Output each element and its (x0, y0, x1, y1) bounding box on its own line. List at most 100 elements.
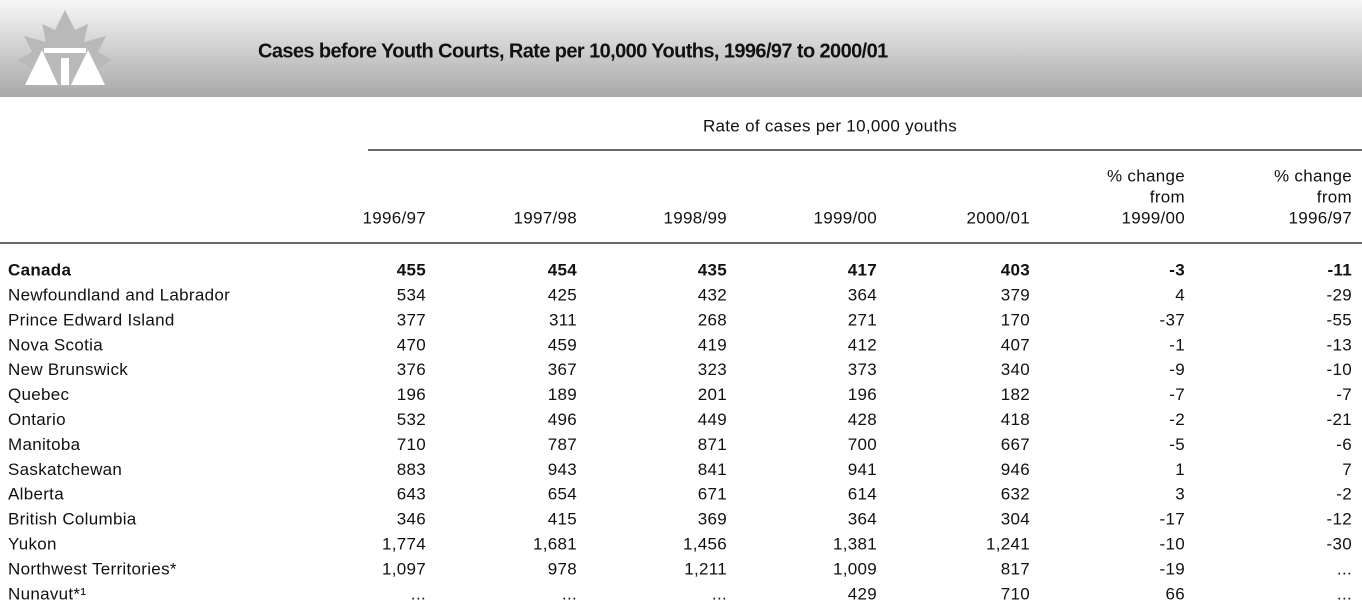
cell-value: 614 (848, 485, 877, 504)
cell-value: 419 (698, 335, 727, 354)
row-label: Quebec (8, 385, 70, 404)
cell-value: 189 (548, 385, 577, 404)
cell-value: 943 (548, 460, 577, 479)
cell-value: 369 (698, 510, 727, 529)
cell-value: 304 (1001, 510, 1030, 529)
cell-value: 435 (698, 260, 727, 279)
cell-value: 376 (397, 360, 426, 379)
cell-value: -3 (1169, 260, 1185, 279)
cell-value: 3 (1175, 485, 1185, 504)
cell-value: 429 (848, 584, 877, 603)
cell-value: 418 (1001, 410, 1030, 429)
cell-value: -21 (1327, 410, 1352, 429)
row-label: Alberta (8, 485, 64, 504)
cell-value: 1,774 (382, 534, 426, 553)
cell-value: 412 (848, 335, 877, 354)
cell-value: 182 (1001, 385, 1030, 404)
cell-value: 379 (1001, 285, 1030, 304)
cell-value: 417 (848, 260, 877, 279)
cell-value: 346 (397, 510, 426, 529)
cell-value: 700 (848, 435, 877, 454)
cell-value: 415 (548, 510, 577, 529)
cell-value: 66 (1165, 584, 1185, 603)
column-header: 1997/98 (513, 208, 577, 227)
row-label: Manitoba (8, 435, 81, 454)
cell-value: 671 (698, 485, 727, 504)
cell-value: 196 (397, 385, 426, 404)
column-header: from (1150, 187, 1185, 206)
cell-value: 1,456 (683, 534, 727, 553)
cell-value: 1 (1175, 460, 1185, 479)
cell-value: -12 (1327, 510, 1352, 529)
table: 1996/97 1997/98 1998/99 1999/00 2000/01 % cha… (8, 166, 1352, 603)
cell-value: 787 (548, 435, 577, 454)
row-label: New Brunswick (8, 360, 128, 379)
cell-value: 667 (1001, 435, 1030, 454)
column-header: 1999/00 (1121, 208, 1185, 227)
title: Cases before Youth Courts, Rate per 10,0… (258, 40, 888, 62)
cell-value: ... (562, 584, 577, 603)
cell-value: 710 (397, 435, 426, 454)
row-label: British Columbia (8, 510, 137, 529)
cell-value: 268 (698, 310, 727, 329)
cell-value: -37 (1160, 310, 1185, 329)
cell-value: -10 (1327, 360, 1352, 379)
cell-value: 455 (397, 260, 426, 279)
cell-value: 454 (548, 260, 578, 279)
cell-value: -19 (1160, 559, 1185, 578)
column-header: from (1317, 187, 1352, 206)
cell-value: 377 (397, 310, 426, 329)
cell-value: 1,211 (684, 559, 727, 578)
cell-value: 946 (1001, 460, 1030, 479)
cell-value: 4 (1175, 285, 1185, 304)
cell-value: 373 (848, 360, 877, 379)
row-label: Canada (8, 260, 71, 279)
cell-value: -2 (1169, 410, 1185, 429)
cell-value: -2 (1336, 485, 1352, 504)
cell-value: 364 (848, 510, 877, 529)
cell-value: 459 (548, 335, 577, 354)
cell-value: -10 (1160, 534, 1185, 553)
row-label: Yukon (8, 534, 57, 553)
row-label: Northwest Territories* (8, 559, 177, 578)
cell-value: 1,381 (833, 534, 877, 553)
cell-value: 196 (848, 385, 877, 404)
cell-value: 7 (1342, 460, 1352, 479)
logo (18, 10, 112, 86)
cell-value: ... (1337, 584, 1352, 603)
column-header: 1996/97 (1288, 208, 1352, 227)
cell-value: 425 (548, 285, 577, 304)
cell-value: 311 (549, 310, 577, 329)
cell-value: 432 (698, 285, 727, 304)
row-label: Prince Edward Island (8, 310, 175, 329)
cell-value: 532 (397, 410, 426, 429)
header-bar (0, 0, 1362, 97)
column-header: % change (1107, 166, 1185, 185)
cell-value: -55 (1327, 310, 1352, 329)
cell-value: 428 (848, 410, 877, 429)
cell-value: 1,681 (533, 534, 577, 553)
cell-value: 941 (848, 460, 877, 479)
cell-value: 1,009 (833, 559, 877, 578)
cell-value: -13 (1327, 335, 1352, 354)
cell-value: 654 (548, 485, 577, 504)
cell-value: 170 (1001, 310, 1030, 329)
cell-value: -7 (1336, 385, 1352, 404)
cell-value: 407 (1001, 335, 1030, 354)
column-header: 1999/00 (813, 208, 877, 227)
cell-value: 1,241 (986, 534, 1030, 553)
column-header: 1996/97 (362, 208, 426, 227)
cell-value: ... (411, 584, 426, 603)
cell-value: 1,097 (382, 559, 426, 578)
cell-value: -5 (1169, 435, 1185, 454)
cell-value: 632 (1001, 485, 1030, 504)
row-label: Nova Scotia (8, 335, 103, 354)
cell-value: 978 (548, 559, 577, 578)
cell-value: 403 (1001, 260, 1030, 279)
cell-value: 367 (548, 360, 577, 379)
cell-value: 496 (548, 410, 577, 429)
cell-value: 710 (1001, 584, 1030, 603)
cell-value: 841 (698, 460, 727, 479)
cell-value: 534 (397, 285, 426, 304)
